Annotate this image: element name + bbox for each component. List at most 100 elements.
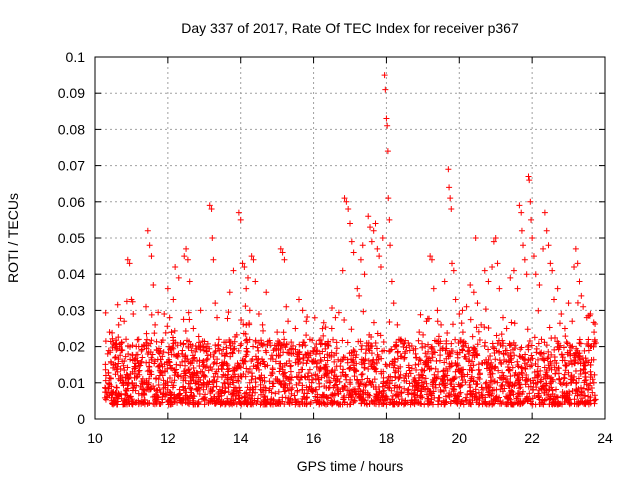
data-point [459, 329, 466, 336]
data-point [509, 364, 516, 371]
data-point [238, 317, 245, 324]
data-point [591, 400, 598, 407]
data-point [269, 380, 276, 387]
data-point [325, 339, 332, 346]
data-point [242, 303, 249, 310]
data-point [188, 347, 195, 354]
data-point [564, 340, 571, 347]
data-point [205, 367, 212, 374]
data-point [359, 391, 366, 398]
data-point [275, 341, 282, 348]
data-point [526, 390, 533, 397]
data-point [574, 260, 581, 267]
data-point [276, 398, 283, 405]
data-point [341, 354, 348, 361]
data-point [229, 367, 236, 374]
data-point [516, 381, 523, 388]
data-point [592, 320, 599, 327]
data-point [389, 360, 396, 367]
data-point [164, 285, 171, 292]
data-point [301, 396, 308, 403]
data-point [109, 389, 116, 396]
data-point [436, 394, 443, 401]
data-point [565, 369, 572, 376]
data-point [394, 348, 401, 355]
data-point [409, 383, 416, 390]
data-point [300, 339, 307, 346]
data-point [541, 209, 548, 216]
data-point [232, 333, 239, 340]
data-point [426, 400, 433, 407]
data-point [165, 398, 172, 405]
data-point [587, 361, 594, 368]
data-point [299, 342, 306, 349]
data-point [580, 303, 587, 310]
data-point [463, 303, 470, 310]
data-point [535, 356, 542, 363]
data-point [425, 363, 432, 370]
data-point [130, 384, 137, 391]
data-point [575, 375, 582, 382]
data-point [195, 381, 202, 388]
data-point [589, 389, 596, 396]
data-point [146, 242, 153, 249]
data-point [474, 300, 481, 307]
data-point [243, 365, 250, 372]
data-point [308, 372, 315, 379]
data-point [578, 292, 585, 299]
data-point [229, 391, 236, 398]
data-point [506, 340, 513, 347]
data-point [359, 376, 366, 383]
data-point [168, 351, 175, 358]
data-point [539, 386, 546, 393]
data-point [498, 400, 505, 407]
data-point [447, 377, 454, 384]
data-point [128, 296, 135, 303]
data-point [365, 213, 372, 220]
data-point [254, 398, 261, 405]
data-point [435, 333, 442, 340]
data-point [496, 285, 503, 292]
data-point [442, 398, 449, 405]
data-point [167, 401, 174, 408]
data-point [283, 303, 290, 310]
data-point [228, 374, 235, 381]
data-point [547, 260, 554, 267]
data-point [416, 329, 423, 336]
x-tick-label: 18 [379, 430, 395, 446]
data-point [263, 289, 270, 296]
data-point [417, 311, 424, 318]
data-point [261, 361, 268, 368]
data-point [115, 334, 122, 341]
data-point [523, 361, 530, 368]
x-tick-label: 22 [524, 430, 540, 446]
data-point [241, 357, 248, 364]
data-point [516, 353, 523, 360]
data-point [365, 357, 372, 364]
data-point [182, 370, 189, 377]
data-point [151, 360, 158, 367]
data-point [229, 349, 236, 356]
data-point [197, 376, 204, 383]
data-point [160, 390, 167, 397]
data-point [574, 347, 581, 354]
data-point [580, 366, 587, 373]
data-point [353, 360, 360, 367]
data-point [536, 387, 543, 394]
data-point [489, 378, 496, 385]
data-point [269, 369, 276, 376]
data-point [239, 260, 246, 267]
data-point [211, 349, 218, 356]
data-point [456, 311, 463, 318]
data-point [507, 341, 514, 348]
data-point [215, 336, 222, 343]
data-point [183, 389, 190, 396]
data-point [383, 393, 390, 400]
data-point [341, 317, 348, 324]
data-point [148, 337, 155, 344]
data-point [330, 336, 337, 343]
data-point [252, 389, 259, 396]
data-point [119, 347, 126, 354]
data-point [163, 391, 170, 398]
data-point [110, 339, 117, 346]
